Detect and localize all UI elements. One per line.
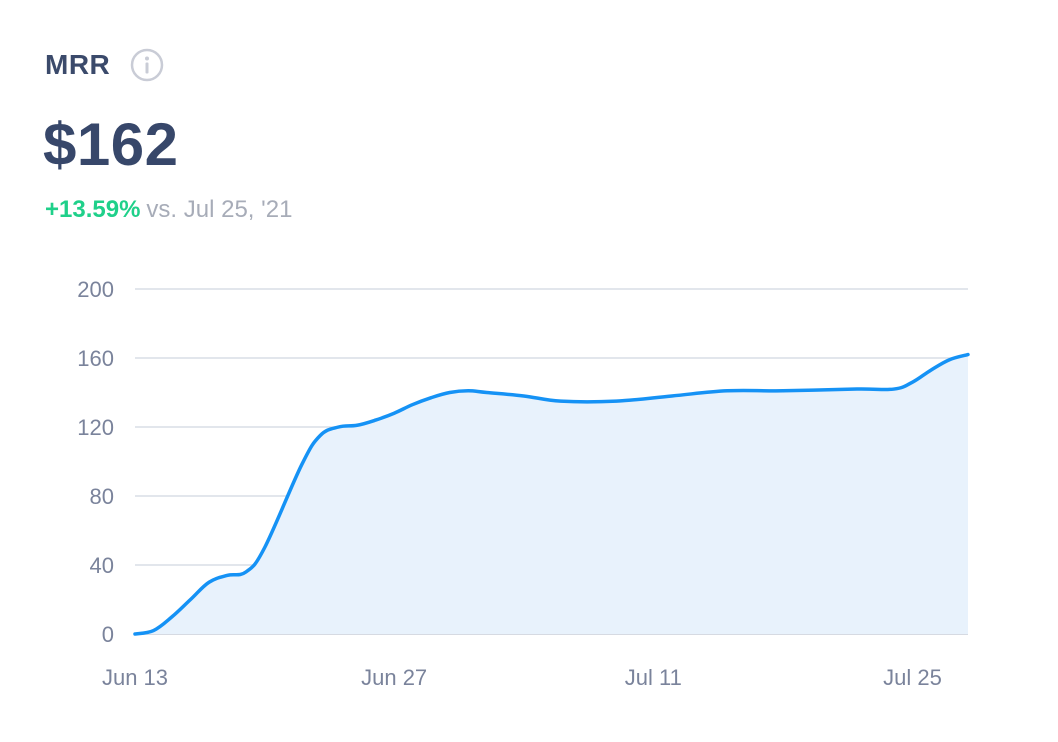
y-tick-label: 120 bbox=[77, 415, 114, 440]
x-tick-label: Jun 27 bbox=[361, 665, 427, 690]
change-percent: +13.59% bbox=[45, 196, 141, 223]
change-reference: vs. Jul 25, '21 bbox=[146, 196, 293, 223]
metric-header: MRR bbox=[45, 48, 164, 82]
y-tick-label: 80 bbox=[90, 484, 114, 509]
y-tick-label: 0 bbox=[102, 622, 114, 647]
y-tick-label: 40 bbox=[90, 553, 114, 578]
series-area-0 bbox=[135, 354, 968, 634]
info-icon[interactable] bbox=[130, 48, 164, 82]
y-tick-label: 200 bbox=[77, 277, 114, 302]
x-tick-label: Jul 11 bbox=[625, 665, 682, 690]
metric-title: MRR bbox=[45, 49, 111, 80]
metric-change: +13.59% vs. Jul 25, '21 bbox=[45, 196, 292, 224]
x-tick-label: Jun 13 bbox=[102, 665, 168, 690]
y-tick-label: 160 bbox=[77, 346, 114, 371]
x-tick-label: Jul 25 bbox=[883, 665, 942, 690]
series-line-0 bbox=[133, 352, 970, 636]
metric-value: $162 bbox=[43, 111, 179, 178]
